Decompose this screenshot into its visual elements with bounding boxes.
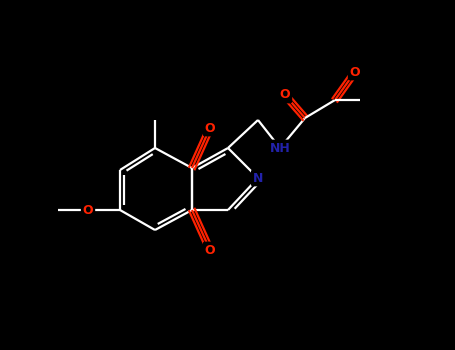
- Text: N: N: [253, 172, 263, 184]
- Text: NH: NH: [270, 141, 290, 154]
- Text: O: O: [350, 65, 360, 78]
- Text: O: O: [205, 244, 215, 257]
- Text: O: O: [280, 89, 290, 101]
- Text: O: O: [205, 121, 215, 134]
- Text: O: O: [83, 203, 93, 217]
